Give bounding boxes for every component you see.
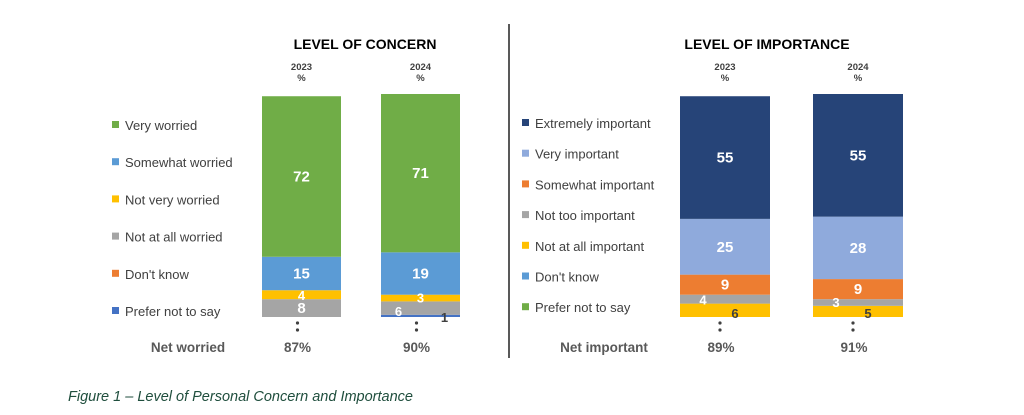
chart2-data-label: 55 <box>717 150 734 167</box>
chart2-data-label: 9 <box>854 281 862 298</box>
chart2-bar-segment <box>680 274 770 295</box>
chart1-bar-segment <box>262 299 341 317</box>
chart2-legend-label: Not too important <box>535 208 635 223</box>
chart2-legend-swatch <box>522 303 529 311</box>
chart2-data-label: 6 <box>731 306 738 321</box>
chart1-unit-label: % <box>297 73 306 84</box>
chart1-data-label: 8 <box>297 300 305 317</box>
chart2-leader-dot <box>851 328 855 332</box>
chart1-legend-swatch <box>112 195 119 203</box>
chart2-title: LEVEL OF IMPORTANCE <box>684 36 849 52</box>
chart1-legend-swatch <box>112 232 119 240</box>
chart1-bar-segment <box>381 94 460 253</box>
chart2-unit-label: % <box>854 73 863 84</box>
chart2-bar-segment <box>813 305 903 317</box>
chart1-legend-label: Not at all worried <box>125 230 223 245</box>
chart1-data-label: 4 <box>298 288 306 303</box>
chart2-bar-segment <box>680 218 770 275</box>
chart1-bar-segment <box>381 301 460 315</box>
chart2-bar-segment <box>813 299 903 306</box>
chart1-legend-label: Very worried <box>125 118 197 133</box>
charts-canvas: LEVEL OF CONCERN Very worried Somewhat wor… <box>112 36 903 355</box>
chart1-data-label: 19 <box>412 266 429 283</box>
chart2-legend-label: Don't know <box>535 270 600 285</box>
chart2-bar-segment <box>813 216 903 280</box>
chart2-data-label: 3 <box>832 295 839 310</box>
chart2-net-value: 91% <box>840 340 867 355</box>
chart2-legend-swatch <box>522 119 529 126</box>
chart1-unit-label: % <box>416 73 425 84</box>
chart2-legend-swatch <box>522 211 529 219</box>
chart1-data-label: 3 <box>417 290 424 305</box>
chart2-leader-dot <box>718 328 722 332</box>
chart2-legend-swatch <box>522 149 529 157</box>
chart1-net-label: Net worried <box>151 340 225 355</box>
chart1-net-value: 90% <box>403 340 430 355</box>
chart2-bar-segment <box>813 94 903 217</box>
chart2-data-label: 9 <box>721 277 729 294</box>
chart1-net-value: 87% <box>284 340 311 355</box>
chart2-legend-swatch <box>522 272 529 280</box>
chart2-year-label: 2024 <box>847 62 869 73</box>
chart1-data-label: 6 <box>395 304 402 319</box>
chart2-leader-dot <box>851 321 855 325</box>
chart1-data-label: 72 <box>293 169 310 186</box>
panel-divider <box>508 24 510 358</box>
chart2-legend-swatch <box>522 241 529 249</box>
chart1-leader-dot <box>414 328 419 332</box>
chart1-legend-swatch <box>112 307 119 314</box>
chart2-legend-label: Not at all important <box>535 239 644 254</box>
chart2-data-label: 25 <box>717 239 734 256</box>
chart1-bar-segment <box>262 96 341 257</box>
figure-caption: Figure 1 – Level of Personal Concern and… <box>68 389 413 405</box>
chart2-legend-label: Prefer not to say <box>535 300 631 315</box>
chart2-bar-segment <box>680 303 770 317</box>
chart1-legend-label: Somewhat worried <box>125 155 233 170</box>
chart1-bar-segment <box>381 252 460 295</box>
chart1-legend-label: Prefer not to say <box>125 304 221 319</box>
chart1-legend-swatch <box>112 269 119 277</box>
chart2-leader-dot <box>718 321 722 325</box>
chart1-leader-dot <box>295 321 300 325</box>
chart1-legend-label: Not very worried <box>125 192 220 207</box>
chart1-bar-segment <box>262 256 341 291</box>
chart1-legend-swatch <box>112 158 119 166</box>
chart2-bar-segment <box>680 294 770 304</box>
chart2-bar-segment <box>813 279 903 300</box>
chart2-net-value: 89% <box>707 340 734 355</box>
chart1-year-label: 2024 <box>410 62 432 73</box>
chart2-data-label: 28 <box>850 240 867 257</box>
chart1-title: LEVEL OF CONCERN <box>294 36 437 52</box>
chart1-leader-dot <box>414 321 419 325</box>
chart2-legend-label: Somewhat important <box>535 177 655 192</box>
chart2-legend-swatch <box>522 180 529 188</box>
chart2-bar-segment <box>680 96 770 219</box>
chart1-data-label: 15 <box>293 266 310 283</box>
chart1-leader-dot <box>295 328 300 332</box>
chart1-data-label: 1 <box>441 310 448 325</box>
chart2-data-label: 55 <box>850 147 867 164</box>
chart2-data-label: 5 <box>864 306 871 321</box>
chart2-unit-label: % <box>721 73 730 84</box>
chart2-legend-label: Very important <box>535 147 619 162</box>
chart1-bar-segment <box>381 314 460 317</box>
chart2-legend-label: Extremely important <box>535 116 651 131</box>
chart2-net-label: Net important <box>560 340 648 355</box>
chart2-data-label: 4 <box>699 293 707 308</box>
chart1-data-label: 71 <box>412 165 429 182</box>
chart1-legend-label: Don't know <box>125 267 190 282</box>
chart1-bar-segment <box>381 294 460 302</box>
chart1-bar-segment <box>262 290 341 300</box>
chart1-year-label: 2023 <box>291 62 312 73</box>
chart1-legend-swatch <box>112 121 119 128</box>
chart2-year-label: 2023 <box>714 62 735 73</box>
